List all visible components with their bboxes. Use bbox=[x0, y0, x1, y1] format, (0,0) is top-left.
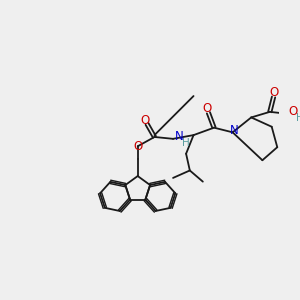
Text: O: O bbox=[140, 114, 150, 127]
Text: H: H bbox=[182, 138, 190, 148]
Text: O: O bbox=[269, 86, 278, 99]
Text: O: O bbox=[133, 140, 142, 153]
Text: N: N bbox=[230, 124, 239, 137]
Text: O: O bbox=[288, 105, 298, 119]
Text: H: H bbox=[296, 113, 300, 123]
Text: O: O bbox=[202, 102, 211, 115]
Text: N: N bbox=[175, 130, 184, 143]
